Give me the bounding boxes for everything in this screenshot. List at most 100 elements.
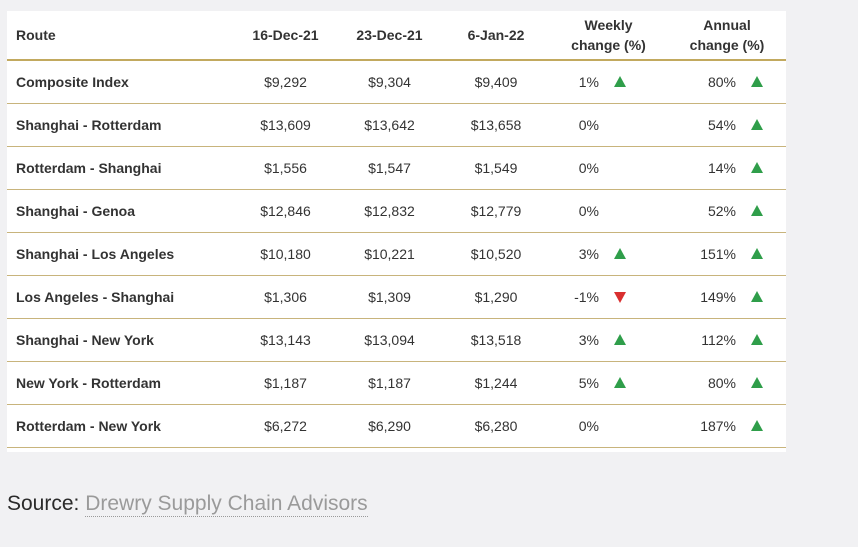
header-date-2: 23-Dec-21 [336,11,443,61]
rate-23-dec-21-cell: $13,642 [336,103,443,147]
annual-change-value: 112% [701,332,736,348]
route-cell: Shanghai - Genoa [7,189,235,233]
header-annual-change: Annual change (%) [668,11,786,61]
weekly-change-cell: -1% [549,275,668,319]
up-arrow-icon [751,76,763,87]
table-row: Shanghai - New York $13,143 $13,094 $13,518… [7,318,786,362]
route-cell: Rotterdam - New York [7,404,235,448]
rate-23-dec-21-cell: $1,547 [336,146,443,190]
rate-6-jan-22-cell: $1,290 [443,275,549,319]
weekly-change-cell: 3% [549,318,668,362]
weekly-change-value: 5% [578,375,599,391]
header-weekly-line-1: Weekly [584,17,633,33]
rate-16-dec-21-cell: $9,292 [235,60,336,104]
rate-23-dec-21-cell: $9,304 [336,60,443,104]
table-header-row: Route 16-Dec-21 23-Dec-21 6-Jan-22 Weekl… [7,11,786,61]
annual-change-cell: 151% [668,232,786,276]
annual-change-cell: 112% [668,318,786,362]
up-arrow-icon [751,205,763,216]
rate-16-dec-21-cell: $1,556 [235,146,336,190]
route-cell: Los Angeles - Shanghai [7,275,235,319]
weekly-change-value: 3% [578,246,599,262]
rate-6-jan-22-cell: $12,779 [443,189,549,233]
table-row: Shanghai - Rotterdam $13,609 $13,642 $13,65… [7,103,786,147]
up-arrow-icon [614,76,626,87]
rates-table-card: Route 16-Dec-21 23-Dec-21 6-Jan-22 Weekl… [7,11,786,452]
table-row: Rotterdam - New York $6,272 $6,290 $6,280 0%… [7,404,786,448]
rate-23-dec-21-cell: $6,290 [336,404,443,448]
rate-6-jan-22-cell: $6,280 [443,404,549,448]
weekly-change-value: 0% [578,160,599,176]
weekly-change-cell: 0% [549,189,668,233]
weekly-change-value: 1% [578,74,599,90]
header-route: Route [7,11,235,61]
table-row: Shanghai - Los Angeles $10,180 $10,221 $10,… [7,232,786,276]
weekly-change-value: 0% [578,418,599,434]
route-cell: Shanghai - Rotterdam [7,103,235,147]
table-row: Los Angeles - Shanghai $1,306 $1,309 $1,290… [7,275,786,319]
source-label: Source: [7,492,80,515]
weekly-change-value: 0% [578,203,599,219]
rate-16-dec-21-cell: $13,143 [235,318,336,362]
weekly-change-cell: 0% [549,103,668,147]
rate-6-jan-22-cell: $1,549 [443,146,549,190]
rate-6-jan-22-cell: $10,520 [443,232,549,276]
up-arrow-icon [751,291,763,302]
header-annual-line-1: Annual [703,17,751,33]
up-arrow-icon [751,119,763,130]
header-date-1: 16-Dec-21 [235,11,336,61]
up-arrow-icon [614,248,626,259]
rate-6-jan-22-cell: $13,658 [443,103,549,147]
weekly-change-cell: 0% [549,146,668,190]
rate-6-jan-22-cell: $13,518 [443,318,549,362]
rate-6-jan-22-cell: $1,244 [443,361,549,405]
route-cell: Shanghai - New York [7,318,235,362]
route-cell: New York - Rotterdam [7,361,235,405]
header-date-3: 6-Jan-22 [443,11,549,61]
weekly-change-value: -1% [574,289,599,305]
rate-16-dec-21-cell: $1,306 [235,275,336,319]
annual-change-cell: 149% [668,275,786,319]
annual-change-cell: 54% [668,103,786,147]
annual-change-value: 187% [700,418,736,434]
rate-16-dec-21-cell: $13,609 [235,103,336,147]
table-body: Composite Index $9,292 $9,304 $9,409 1% 80% Sh… [7,60,786,448]
route-cell: Shanghai - Los Angeles [7,232,235,276]
rate-23-dec-21-cell: $13,094 [336,318,443,362]
weekly-change-cell: 1% [549,60,668,104]
weekly-change-value: 0% [578,117,599,133]
annual-change-value: 80% [707,375,736,391]
up-arrow-icon [751,377,763,388]
rate-16-dec-21-cell: $6,272 [235,404,336,448]
rate-23-dec-21-cell: $1,187 [336,361,443,405]
header-weekly-line-2: change (%) [571,37,646,53]
table-row: New York - Rotterdam $1,187 $1,187 $1,244 5%… [7,361,786,405]
source-link[interactable]: Drewry Supply Chain Advisors [85,492,368,517]
weekly-change-cell: 0% [549,404,668,448]
up-arrow-icon [751,162,763,173]
annual-change-cell: 80% [668,60,786,104]
up-arrow-icon [751,420,763,431]
rate-23-dec-21-cell: $1,309 [336,275,443,319]
annual-change-value: 151% [700,246,736,262]
freight-rates-table: Route 16-Dec-21 23-Dec-21 6-Jan-22 Weekl… [7,11,786,448]
annual-change-cell: 52% [668,189,786,233]
annual-change-cell: 14% [668,146,786,190]
up-arrow-icon [614,377,626,388]
down-arrow-icon [614,292,626,303]
annual-change-value: 149% [700,289,736,305]
up-arrow-icon [751,334,763,345]
rate-16-dec-21-cell: $1,187 [235,361,336,405]
annual-change-value: 52% [707,203,736,219]
weekly-change-value: 3% [578,332,599,348]
annual-change-cell: 80% [668,361,786,405]
weekly-change-cell: 5% [549,361,668,405]
header-weekly-change: Weekly change (%) [549,11,668,61]
rate-23-dec-21-cell: $12,832 [336,189,443,233]
up-arrow-icon [614,334,626,345]
table-row: Composite Index $9,292 $9,304 $9,409 1% 80% [7,60,786,104]
header-annual-line-2: change (%) [689,37,765,53]
annual-change-cell: 187% [668,404,786,448]
rate-16-dec-21-cell: $10,180 [235,232,336,276]
source-line: Source: Drewry Supply Chain Advisors [7,492,368,517]
